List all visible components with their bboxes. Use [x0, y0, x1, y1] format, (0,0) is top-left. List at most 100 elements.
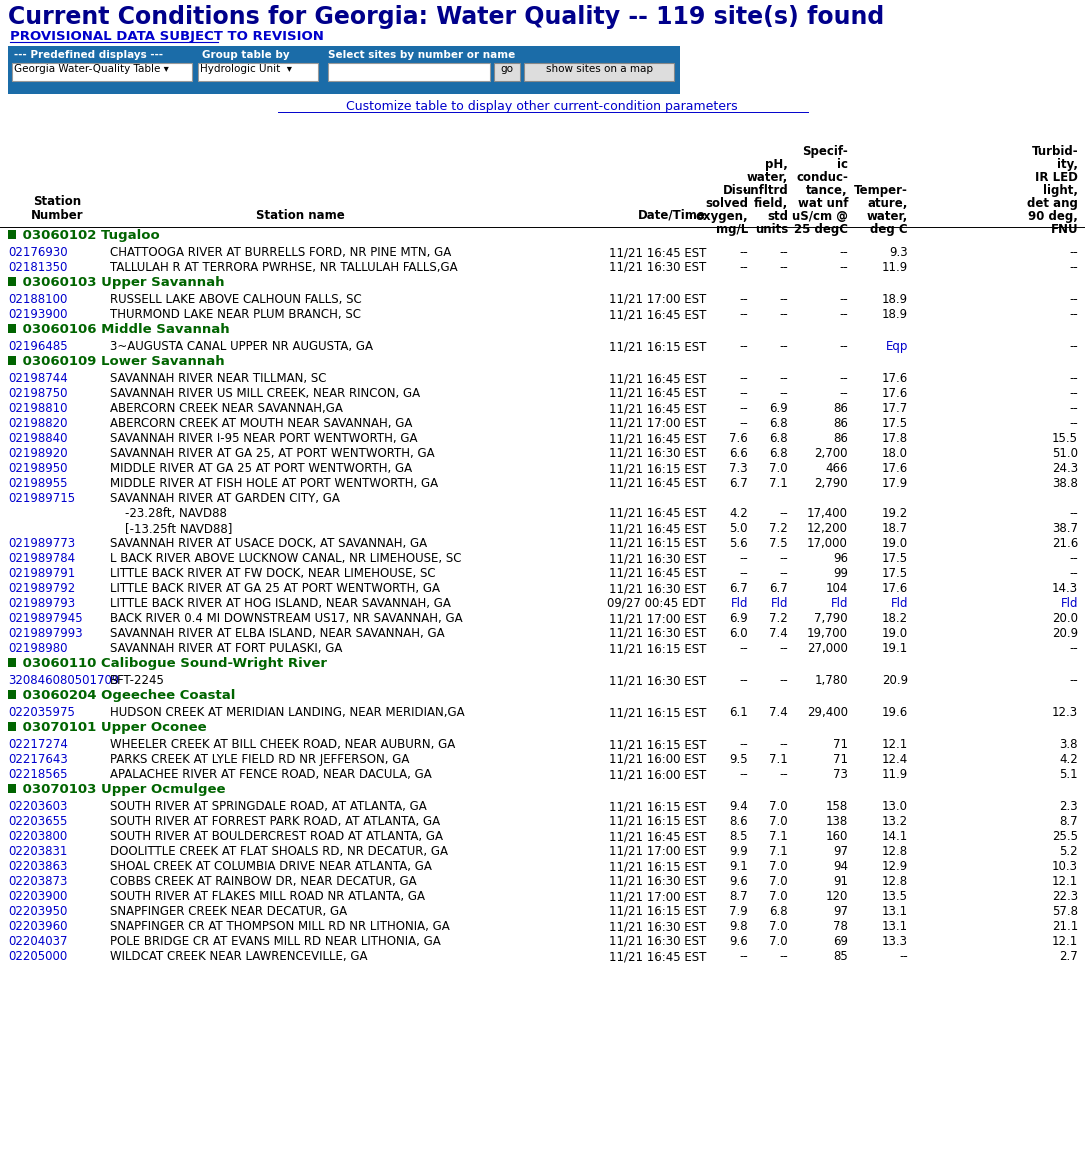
Text: 7.0: 7.0: [769, 462, 788, 475]
Text: 11/21 16:15 EST: 11/21 16:15 EST: [609, 905, 706, 918]
Text: LITTLE BACK RIVER AT FW DOCK, NEAR LIMEHOUSE, SC: LITTLE BACK RIVER AT FW DOCK, NEAR LIMEH…: [110, 567, 435, 580]
Text: 02198810: 02198810: [8, 402, 67, 415]
Text: 11/21 16:45 EST: 11/21 16:45 EST: [609, 432, 706, 445]
Text: Station name: Station name: [256, 209, 344, 223]
Text: 13.3: 13.3: [882, 935, 908, 948]
Text: 7.2: 7.2: [769, 522, 788, 535]
Text: --: --: [1069, 340, 1078, 353]
Text: --: --: [739, 308, 748, 321]
Text: 8.5: 8.5: [729, 830, 748, 843]
Text: --: --: [779, 642, 788, 655]
Text: --: --: [899, 950, 908, 963]
Text: SAVANNAH RIVER NEAR TILLMAN, SC: SAVANNAH RIVER NEAR TILLMAN, SC: [110, 372, 327, 385]
Text: 9.9: 9.9: [729, 845, 748, 858]
Text: Dis-: Dis-: [723, 184, 748, 197]
Text: 11/21 16:15 EST: 11/21 16:15 EST: [609, 642, 706, 655]
Text: 02198950: 02198950: [8, 462, 67, 475]
Text: LITTLE BACK RIVER AT HOG ISLAND, NEAR SAVANNAH, GA: LITTLE BACK RIVER AT HOG ISLAND, NEAR SA…: [110, 597, 451, 610]
Text: 21.1: 21.1: [1051, 920, 1078, 933]
Bar: [8, 722, 16, 731]
Text: 11/21 16:15 EST: 11/21 16:15 EST: [609, 860, 706, 873]
Text: 17.7: 17.7: [882, 402, 908, 415]
Text: 0219897993: 0219897993: [8, 627, 82, 640]
Text: SAVANNAH RIVER I-95 NEAR PORT WENTWORTH, GA: SAVANNAH RIVER I-95 NEAR PORT WENTWORTH,…: [110, 432, 418, 445]
Text: 02217274: 02217274: [8, 738, 68, 751]
Text: 7.0: 7.0: [769, 890, 788, 903]
Text: PROVISIONAL DATA SUBJECT TO REVISION: PROVISIONAL DATA SUBJECT TO REVISION: [10, 30, 324, 43]
Text: 02196485: 02196485: [8, 340, 67, 353]
Text: 18.9: 18.9: [882, 308, 908, 321]
Text: Hydrologic Unit  ▾: Hydrologic Unit ▾: [200, 65, 292, 74]
Text: 8.7: 8.7: [1059, 815, 1078, 828]
Text: 02198744: 02198744: [8, 372, 67, 385]
Text: --: --: [779, 261, 788, 274]
Text: --: --: [840, 308, 848, 321]
Text: 3~AUGUSTA CANAL UPPER NR AUGUSTA, GA: 3~AUGUSTA CANAL UPPER NR AUGUSTA, GA: [110, 340, 373, 353]
Text: 13.0: 13.0: [882, 800, 908, 813]
Text: 85: 85: [833, 950, 848, 963]
Text: 160: 160: [826, 830, 848, 843]
Text: SAVANNAH RIVER AT USACE DOCK, AT SAVANNAH, GA: SAVANNAH RIVER AT USACE DOCK, AT SAVANNA…: [110, 537, 427, 550]
Text: --: --: [1069, 567, 1078, 580]
Text: 02198980: 02198980: [8, 642, 67, 655]
Text: units: units: [755, 223, 788, 236]
Bar: [8, 689, 16, 699]
Text: 21.6: 21.6: [1051, 537, 1078, 550]
Text: DOOLITTLE CREEK AT FLAT SHOALS RD, NR DECATUR, GA: DOOLITTLE CREEK AT FLAT SHOALS RD, NR DE…: [110, 845, 448, 858]
Text: 11/21 16:00 EST: 11/21 16:00 EST: [609, 753, 706, 766]
Text: light,: light,: [1043, 184, 1078, 197]
Text: 021989784: 021989784: [8, 552, 75, 565]
Text: SHOAL CREEK AT COLUMBIA DRIVE NEAR ATLANTA, GA: SHOAL CREEK AT COLUMBIA DRIVE NEAR ATLAN…: [110, 860, 432, 873]
Text: 7.0: 7.0: [769, 875, 788, 888]
Text: 03060106 Middle Savannah: 03060106 Middle Savannah: [18, 323, 230, 336]
Text: --: --: [1069, 372, 1078, 385]
Text: --: --: [779, 950, 788, 963]
Text: 11/21 16:30 EST: 11/21 16:30 EST: [609, 920, 706, 933]
Text: --: --: [1069, 308, 1078, 321]
Bar: [8, 356, 16, 366]
Text: Station: Station: [33, 195, 81, 208]
Text: 8.7: 8.7: [729, 890, 748, 903]
Text: --: --: [1069, 246, 1078, 259]
Text: Specif-: Specif-: [802, 145, 848, 158]
Text: pH,: pH,: [765, 158, 788, 171]
Text: ABERCORN CREEK AT MOUTH NEAR SAVANNAH, GA: ABERCORN CREEK AT MOUTH NEAR SAVANNAH, G…: [110, 417, 412, 430]
Text: solved: solved: [705, 197, 748, 210]
Text: HUDSON CREEK AT MERIDIAN LANDING, NEAR MERIDIAN,GA: HUDSON CREEK AT MERIDIAN LANDING, NEAR M…: [110, 706, 464, 719]
Text: 02193900: 02193900: [8, 308, 67, 321]
Text: --: --: [779, 387, 788, 400]
Text: 11/21 16:45 EST: 11/21 16:45 EST: [609, 950, 706, 963]
Text: --: --: [739, 675, 748, 687]
Text: 11/21 16:45 EST: 11/21 16:45 EST: [609, 830, 706, 843]
Text: Customize table to display other current-condition parameters: Customize table to display other current…: [346, 100, 738, 113]
Text: 9.6: 9.6: [729, 935, 748, 948]
Text: 15.5: 15.5: [1052, 432, 1078, 445]
Bar: [8, 277, 16, 286]
Text: 27,000: 27,000: [807, 642, 848, 655]
Text: 22.3: 22.3: [1051, 890, 1078, 903]
Text: --: --: [779, 768, 788, 781]
Text: --: --: [840, 246, 848, 259]
Text: 7,790: 7,790: [815, 612, 848, 625]
Text: 19.0: 19.0: [882, 537, 908, 550]
Text: --: --: [840, 340, 848, 353]
Text: 6.6: 6.6: [729, 447, 748, 460]
Text: 17.6: 17.6: [882, 582, 908, 595]
Text: 11/21 17:00 EST: 11/21 17:00 EST: [609, 612, 706, 625]
Text: 25.5: 25.5: [1052, 830, 1078, 843]
Text: go: go: [500, 65, 513, 74]
Text: 17,000: 17,000: [807, 537, 848, 550]
Text: 7.0: 7.0: [769, 800, 788, 813]
Text: 6.9: 6.9: [729, 612, 748, 625]
Text: 02203863: 02203863: [8, 860, 67, 873]
Text: PARKS CREEK AT LYLE FIELD RD NR JEFFERSON, GA: PARKS CREEK AT LYLE FIELD RD NR JEFFERSO…: [110, 753, 409, 766]
Text: 11/21 16:45 EST: 11/21 16:45 EST: [609, 372, 706, 385]
Text: SAVANNAH RIVER AT GA 25, AT PORT WENTWORTH, GA: SAVANNAH RIVER AT GA 25, AT PORT WENTWOR…: [110, 447, 435, 460]
Text: 19.0: 19.0: [882, 627, 908, 640]
Text: 18.2: 18.2: [882, 612, 908, 625]
Text: 02203655: 02203655: [8, 815, 67, 828]
Text: 104: 104: [826, 582, 848, 595]
Text: 12.9: 12.9: [882, 860, 908, 873]
Text: 120: 120: [826, 890, 848, 903]
Text: 20.9: 20.9: [1051, 627, 1078, 640]
